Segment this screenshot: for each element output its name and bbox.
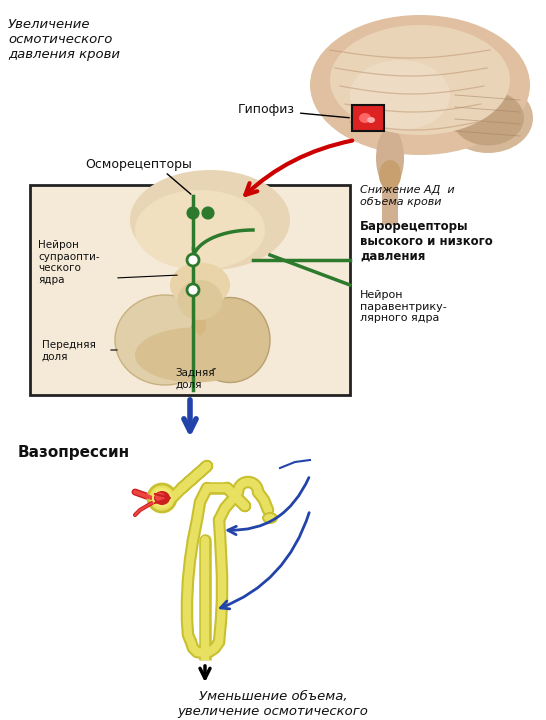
Circle shape — [203, 207, 213, 218]
Ellipse shape — [452, 91, 524, 145]
Ellipse shape — [177, 280, 223, 320]
Text: Осморецепторы: Осморецепторы — [85, 158, 192, 171]
Polygon shape — [195, 265, 205, 335]
Bar — [353, 106, 383, 130]
Text: Снижение АД  и
объема крови: Снижение АД и объема крови — [360, 185, 455, 207]
Ellipse shape — [330, 25, 510, 135]
Ellipse shape — [135, 190, 265, 270]
Ellipse shape — [367, 117, 375, 123]
Ellipse shape — [262, 512, 278, 524]
Circle shape — [187, 284, 199, 296]
Ellipse shape — [379, 160, 401, 190]
Ellipse shape — [135, 328, 255, 382]
Ellipse shape — [264, 514, 276, 522]
Text: Гипофиз: Гипофиз — [238, 104, 349, 118]
Bar — [30, 185, 350, 395]
Circle shape — [187, 207, 199, 218]
Text: Нейрон
супраопти-
ческого
ядра: Нейрон супраопти- ческого ядра — [38, 240, 99, 285]
Text: Барорецепторы
высокого и низкого
давления: Барорецепторы высокого и низкого давлени… — [360, 220, 492, 263]
Ellipse shape — [359, 113, 371, 123]
Ellipse shape — [154, 491, 170, 505]
Ellipse shape — [148, 484, 176, 512]
Ellipse shape — [152, 488, 172, 508]
Circle shape — [187, 254, 199, 266]
Ellipse shape — [155, 492, 165, 502]
Ellipse shape — [310, 15, 530, 155]
Text: Задняя
доля: Задняя доля — [175, 368, 215, 390]
Text: Нейрон
паравентрику-
лярного ядра: Нейрон паравентрику- лярного ядра — [360, 290, 447, 323]
Text: Уменьшение объема,
увеличение осмотического
давления мочи: Уменьшение объема, увеличение осмотическ… — [177, 690, 369, 720]
Text: Вазопрессин: Вазопрессин — [18, 445, 130, 460]
Ellipse shape — [170, 263, 230, 307]
Ellipse shape — [376, 128, 404, 188]
Ellipse shape — [190, 297, 270, 382]
Ellipse shape — [115, 295, 215, 385]
Bar — [352, 105, 384, 131]
Ellipse shape — [350, 60, 450, 130]
Text: Передняя
доля: Передняя доля — [42, 340, 96, 361]
Bar — [382, 170, 398, 225]
Ellipse shape — [130, 170, 290, 270]
Ellipse shape — [443, 83, 533, 153]
Text: Увеличение
осмотического
давления крови: Увеличение осмотического давления крови — [8, 18, 120, 61]
